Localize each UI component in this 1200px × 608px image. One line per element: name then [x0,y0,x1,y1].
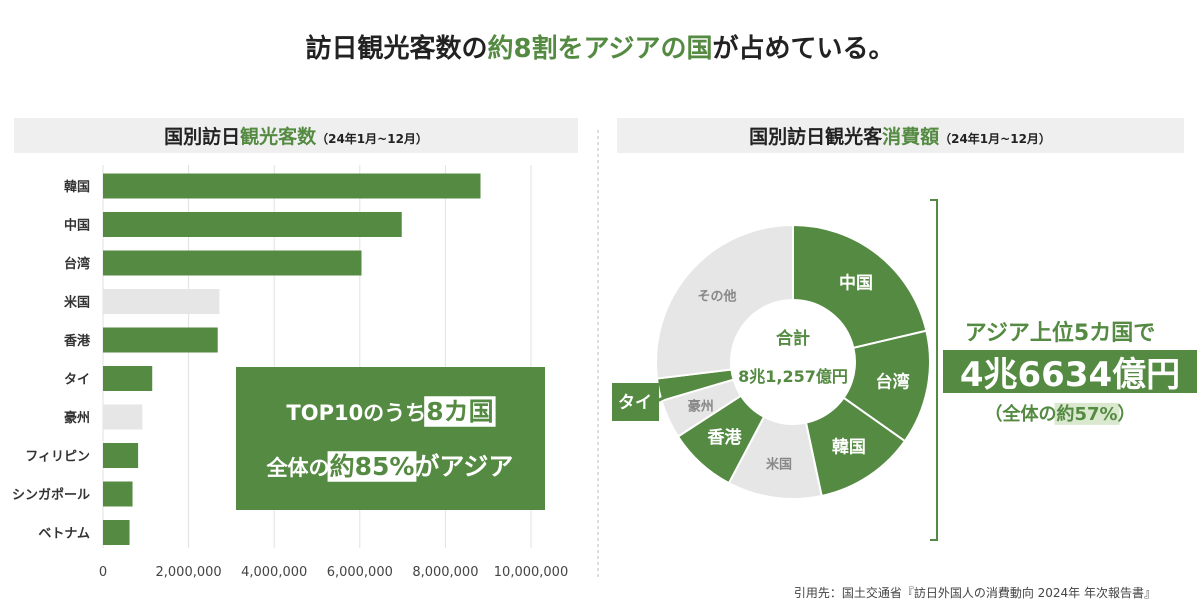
bar [103,212,402,237]
bracket [930,199,938,541]
bar [103,289,220,314]
category-label: 豪州 [64,410,90,426]
x-tick-label: 2,000,000 [156,565,222,580]
segment-label: 豪州 [688,398,714,414]
title-part: 訪日観光客数の [305,33,487,64]
title-highlight: 消費額 [882,125,939,148]
title-period: （24年1月~12月） [939,131,1051,146]
category-label: 韓国 [64,179,90,195]
asia-lead: アジア上位5カ国で [965,320,1155,346]
bar-chart: 0 2,000,000 4,000,000 6,000,000 8,000,000 10,… [12,165,568,580]
donut-segment [792,223,928,350]
bar [103,327,218,353]
callout-text: がアジア [414,452,513,481]
title-period: （24年1月~12月） [316,131,428,146]
donut-chart-title: 国別訪日観光客消費額（24年1月~12月） [749,125,1051,148]
left-header-bg [14,118,578,153]
segment-label: 米国 [766,457,792,473]
bar [103,404,143,430]
category-label: 香港 [63,333,91,349]
highlight-box [424,396,496,427]
share-highlight: 約57% [1056,403,1117,425]
bar [103,366,153,391]
callout-text: 全体の [266,456,330,480]
segment-label: 韓国 [832,437,866,458]
bar [103,173,481,199]
asia-share: （全体の約57%） [984,403,1135,425]
callout-text: TOP10のうち [286,401,426,425]
callout-highlight: 8カ国 [426,397,493,426]
bar [103,520,130,545]
title-part: 国別訪日観光客 [749,125,883,148]
category-label: フィリピン [25,450,90,465]
segment-label: 中国 [839,272,873,293]
donut-segment [655,223,794,380]
share-text: ） [1118,404,1136,425]
segment-label: タイ [618,393,652,413]
title-part: 国別訪日 [164,125,240,148]
page-title: 訪日観光客数の約8割をアジアの国が占めている。 [305,33,894,64]
bar [103,443,139,468]
source: 引用先：国土交通省『訪日外国人の消費動向 2024年 年次報告書』 [794,585,1156,600]
asia-amount-box [943,350,1197,393]
share-text: （全体の [984,403,1056,425]
asia-amount: 4兆6634億円 [960,355,1180,395]
x-tick-label: 0 [99,565,107,580]
category-label: ベトナム [38,527,90,542]
segment-label: 台湾 [876,371,910,392]
x-tick-label: 6,000,000 [327,565,393,580]
x-tick-label: 8,000,000 [412,565,478,580]
category-label: 台湾 [64,256,90,272]
center-label: 合計 [776,328,810,349]
center-total: 8兆1,257億円 [738,367,848,386]
bar [103,250,362,276]
bar [103,481,133,507]
title-highlight: 約8割をアジアの国 [487,33,712,64]
category-label: シンガポール [12,487,90,503]
x-tick-label: 4,000,000 [241,565,307,580]
category-label: 中国 [64,218,90,234]
title-part: が占めている。 [713,33,895,64]
highlight-box [1054,402,1120,425]
label-leader [654,380,697,404]
callout-line: 全体の約85%がアジア [266,452,514,481]
callout-line: TOP10のうち8カ国 [286,397,493,426]
segment-label: 香港 [707,427,742,448]
label-box [612,383,659,421]
callout-highlight: 約85% [330,452,415,481]
right-header-bg [617,118,1184,153]
category-label: タイ [64,373,90,388]
category-label: 米国 [64,295,90,311]
highlight-box [327,451,417,482]
title-highlight: 観光客数 [240,125,317,148]
x-tick-label: 10,000,000 [494,565,568,580]
bar-chart-title: 国別訪日観光客数（24年1月~12月） [164,125,428,148]
bar-callout-box [236,367,545,510]
segment-label: その他 [698,289,737,305]
